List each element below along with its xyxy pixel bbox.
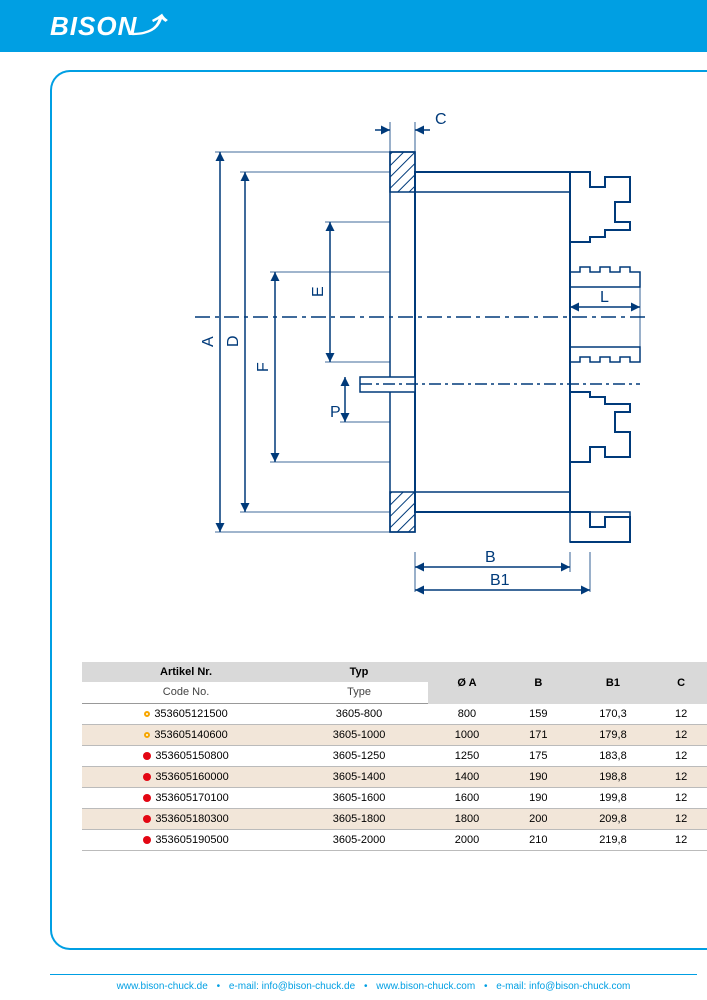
footer: www.bison-chuck.de • e-mail: info@bison-… <box>50 974 697 992</box>
cell-type: 3605-1600 <box>290 788 428 809</box>
svg-text:A: A <box>200 336 217 347</box>
col-b1: B1 <box>571 662 655 704</box>
cell-c: 12 <box>655 746 707 767</box>
table-row: 3536051406003605-10001000171179,812 <box>82 725 707 746</box>
col-a: Ø A <box>428 662 506 704</box>
cell-c: 12 <box>655 725 707 746</box>
cell-c: 12 <box>655 788 707 809</box>
cell-type: 3605-800 <box>290 704 428 725</box>
col-type: Type <box>290 682 428 704</box>
cell-type: 3605-2000 <box>290 830 428 851</box>
status-dot-icon <box>143 773 151 781</box>
cell-code: 353605160000 <box>82 767 290 788</box>
cell-b1: 219,8 <box>571 830 655 851</box>
cell-b1: 183,8 <box>571 746 655 767</box>
col-b: B <box>506 662 571 704</box>
status-dot-icon <box>144 732 150 738</box>
cell-b: 159 <box>506 704 571 725</box>
brand-text: BISON <box>50 11 137 41</box>
table-row: 3536051600003605-14001400190198,812 <box>82 767 707 788</box>
cell-a: 800 <box>428 704 506 725</box>
cell-c: 12 <box>655 767 707 788</box>
table-row: 3536051803003605-18001800200209,812 <box>82 809 707 830</box>
cell-code: 353605150800 <box>82 746 290 767</box>
status-dot-icon <box>143 836 151 844</box>
spec-table: Artikel Nr. Typ Ø A B B1 C Code No. Type… <box>82 662 707 851</box>
cell-b1: 209,8 <box>571 809 655 830</box>
cell-b1: 170,3 <box>571 704 655 725</box>
cell-code: 353605190500 <box>82 830 290 851</box>
cell-b1: 179,8 <box>571 725 655 746</box>
col-code: Code No. <box>82 682 290 704</box>
svg-text:B: B <box>485 549 496 566</box>
footer-link-3[interactable]: www.bison-chuck.com <box>376 981 475 992</box>
cell-code: 353605180300 <box>82 809 290 830</box>
svg-text:P: P <box>330 404 341 421</box>
cell-b: 190 <box>506 767 571 788</box>
svg-text:C: C <box>435 111 447 128</box>
cell-b: 210 <box>506 830 571 851</box>
svg-text:L: L <box>600 289 609 306</box>
cell-b: 190 <box>506 788 571 809</box>
status-dot-icon <box>143 815 151 823</box>
cell-b: 200 <box>506 809 571 830</box>
cell-a: 1250 <box>428 746 506 767</box>
cell-code: 353605170100 <box>82 788 290 809</box>
footer-link-2[interactable]: e-mail: info@bison-chuck.de <box>229 981 355 992</box>
cell-a: 1800 <box>428 809 506 830</box>
table-row: 3536051905003605-20002000210219,812 <box>82 830 707 851</box>
cell-a: 1400 <box>428 767 506 788</box>
technical-diagram: A D F E P C B B1 L <box>82 92 707 652</box>
svg-text:B1: B1 <box>490 572 510 589</box>
status-dot-icon <box>144 711 150 717</box>
table-row: 3536051508003605-12501250175183,812 <box>82 746 707 767</box>
header-bar: BISON⤴ <box>0 0 707 52</box>
cell-a: 2000 <box>428 830 506 851</box>
status-dot-icon <box>143 752 151 760</box>
cell-c: 12 <box>655 704 707 725</box>
cell-b1: 199,8 <box>571 788 655 809</box>
svg-text:F: F <box>255 362 272 372</box>
content-frame: A D F E P C B B1 L Artikel Nr. Typ Ø A B… <box>50 70 707 950</box>
cell-type: 3605-1000 <box>290 725 428 746</box>
brand-logo: BISON⤴ <box>50 10 160 42</box>
table-row: 3536051701003605-16001600190199,812 <box>82 788 707 809</box>
cell-code: 353605140600 <box>82 725 290 746</box>
status-dot-icon <box>143 794 151 802</box>
cell-type: 3605-1400 <box>290 767 428 788</box>
svg-text:E: E <box>310 286 327 297</box>
col-c: C <box>655 662 707 704</box>
cell-b: 175 <box>506 746 571 767</box>
cell-c: 12 <box>655 830 707 851</box>
cell-type: 3605-1250 <box>290 746 428 767</box>
table-row: 3536051215003605-800800159170,312 <box>82 704 707 725</box>
cell-c: 12 <box>655 809 707 830</box>
svg-text:D: D <box>225 335 242 347</box>
cell-b: 171 <box>506 725 571 746</box>
col-artikel: Artikel Nr. <box>82 662 290 682</box>
cell-a: 1000 <box>428 725 506 746</box>
cell-code: 353605121500 <box>82 704 290 725</box>
cell-type: 3605-1800 <box>290 809 428 830</box>
footer-link-1[interactable]: www.bison-chuck.de <box>117 981 208 992</box>
footer-link-4[interactable]: e-mail: info@bison-chuck.com <box>496 981 630 992</box>
col-typ: Typ <box>290 662 428 682</box>
cell-b1: 198,8 <box>571 767 655 788</box>
table-body: 3536051215003605-800800159170,3123536051… <box>82 704 707 851</box>
cell-a: 1600 <box>428 788 506 809</box>
table-header: Artikel Nr. Typ Ø A B B1 C Code No. Type <box>82 662 707 704</box>
